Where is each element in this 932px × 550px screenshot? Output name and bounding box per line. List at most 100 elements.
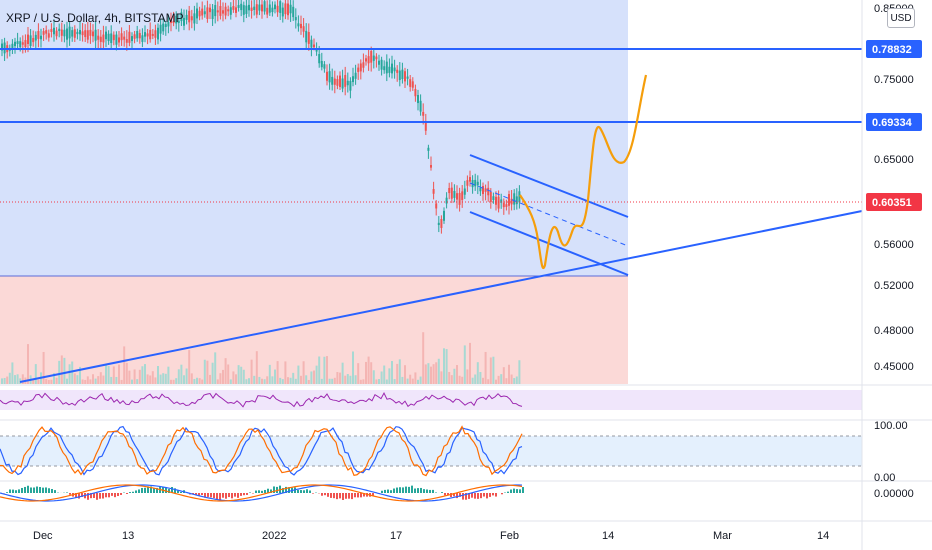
channel-upper-line[interactable] bbox=[469, 154, 629, 218]
candle-body bbox=[357, 67, 360, 72]
candle-body bbox=[406, 76, 409, 79]
candle-body bbox=[89, 29, 92, 36]
volume-bar bbox=[378, 379, 380, 384]
volume-bar bbox=[487, 379, 490, 384]
ascending-trendline[interactable] bbox=[19, 210, 863, 383]
macd-bar bbox=[51, 489, 53, 493]
macd-bar bbox=[141, 487, 143, 493]
macd-bar bbox=[201, 493, 203, 496]
macd-bar bbox=[312, 493, 314, 494]
volume-bar bbox=[453, 368, 456, 384]
volume-bar bbox=[391, 361, 393, 384]
candle-body bbox=[164, 24, 167, 27]
volume-bar bbox=[422, 332, 425, 384]
volume-bar bbox=[380, 371, 383, 384]
volume-bar bbox=[123, 346, 126, 384]
macd-bar bbox=[48, 488, 50, 493]
candle-body bbox=[391, 63, 393, 74]
macd-bar bbox=[273, 486, 275, 493]
rsi-line bbox=[0, 392, 523, 408]
candle-body bbox=[424, 121, 427, 131]
candle-body bbox=[97, 35, 100, 40]
macd-bar bbox=[402, 487, 404, 493]
candle-body bbox=[326, 71, 328, 81]
candle-body bbox=[24, 40, 27, 48]
macd-bar bbox=[174, 488, 176, 493]
macd-bar bbox=[138, 489, 140, 493]
candle-body bbox=[263, 1, 266, 12]
macd-bar bbox=[78, 493, 80, 499]
macd-bar bbox=[357, 493, 359, 498]
candle-body bbox=[193, 13, 196, 24]
volume-bar bbox=[424, 364, 427, 384]
channel-midline[interactable] bbox=[469, 182, 629, 247]
macd-bar bbox=[249, 492, 251, 493]
volume-bar bbox=[112, 366, 115, 384]
volume-bar bbox=[14, 375, 16, 384]
candle-body bbox=[237, 5, 240, 8]
candle-body bbox=[21, 42, 24, 45]
candle-body bbox=[157, 27, 159, 40]
candle-body bbox=[79, 30, 81, 35]
volume-bar bbox=[34, 364, 37, 384]
candle-body bbox=[307, 32, 310, 44]
volume-bar bbox=[510, 374, 513, 384]
candle-body bbox=[19, 41, 22, 48]
time-label-2: 2022 bbox=[262, 530, 286, 542]
volume-bar bbox=[42, 351, 45, 384]
macd-bar bbox=[396, 487, 398, 493]
volume-bar bbox=[102, 375, 105, 384]
macd-bar bbox=[486, 493, 488, 499]
macd-bar bbox=[306, 489, 308, 493]
macd-bar bbox=[492, 493, 494, 496]
macd-bar bbox=[345, 493, 347, 499]
macd-bar bbox=[327, 493, 329, 497]
macd-bar bbox=[408, 486, 410, 493]
macd-bar bbox=[231, 493, 233, 499]
candle-body bbox=[393, 67, 396, 72]
volume-bar bbox=[326, 356, 328, 384]
candle-body bbox=[315, 49, 318, 52]
currency-button[interactable]: USD bbox=[887, 8, 915, 28]
macd-bar bbox=[393, 488, 395, 493]
volume-bar bbox=[495, 379, 497, 384]
volume-bar bbox=[489, 357, 492, 384]
volume-bar bbox=[365, 361, 367, 384]
macd-bar bbox=[69, 493, 71, 495]
candle-body bbox=[404, 71, 406, 82]
candle-body bbox=[201, 8, 204, 16]
macd-bar bbox=[144, 487, 146, 493]
macd-bar bbox=[12, 489, 14, 493]
candle-body bbox=[146, 33, 149, 37]
volume-bar bbox=[172, 379, 175, 384]
candle-body bbox=[235, 7, 237, 13]
candle-body bbox=[372, 55, 375, 61]
candle-body bbox=[16, 41, 19, 44]
volume-bar bbox=[448, 371, 451, 384]
volume-bar bbox=[193, 378, 196, 384]
macd-bar bbox=[471, 493, 473, 498]
candle-body bbox=[414, 89, 417, 97]
candle-body bbox=[40, 35, 42, 40]
candle-body bbox=[466, 180, 469, 186]
volume-bar bbox=[146, 374, 149, 384]
candle-body bbox=[365, 58, 367, 62]
candle-body bbox=[276, 5, 279, 13]
volume-bar bbox=[513, 378, 516, 384]
macd-bar bbox=[99, 493, 101, 499]
macd-bar bbox=[45, 487, 47, 493]
volume-bar bbox=[37, 379, 40, 384]
macd-bar bbox=[204, 493, 206, 498]
price-tick-4: 0.52000 bbox=[874, 280, 914, 292]
volume-bar bbox=[245, 379, 248, 384]
macd-bar bbox=[180, 491, 182, 493]
price-projection-path[interactable] bbox=[519, 74, 648, 269]
candle-body bbox=[250, 7, 253, 11]
volume-bar bbox=[385, 379, 388, 384]
volume-bar bbox=[300, 375, 302, 384]
candle-body bbox=[450, 187, 453, 199]
candle-body bbox=[248, 4, 250, 11]
candle-body bbox=[476, 181, 479, 186]
